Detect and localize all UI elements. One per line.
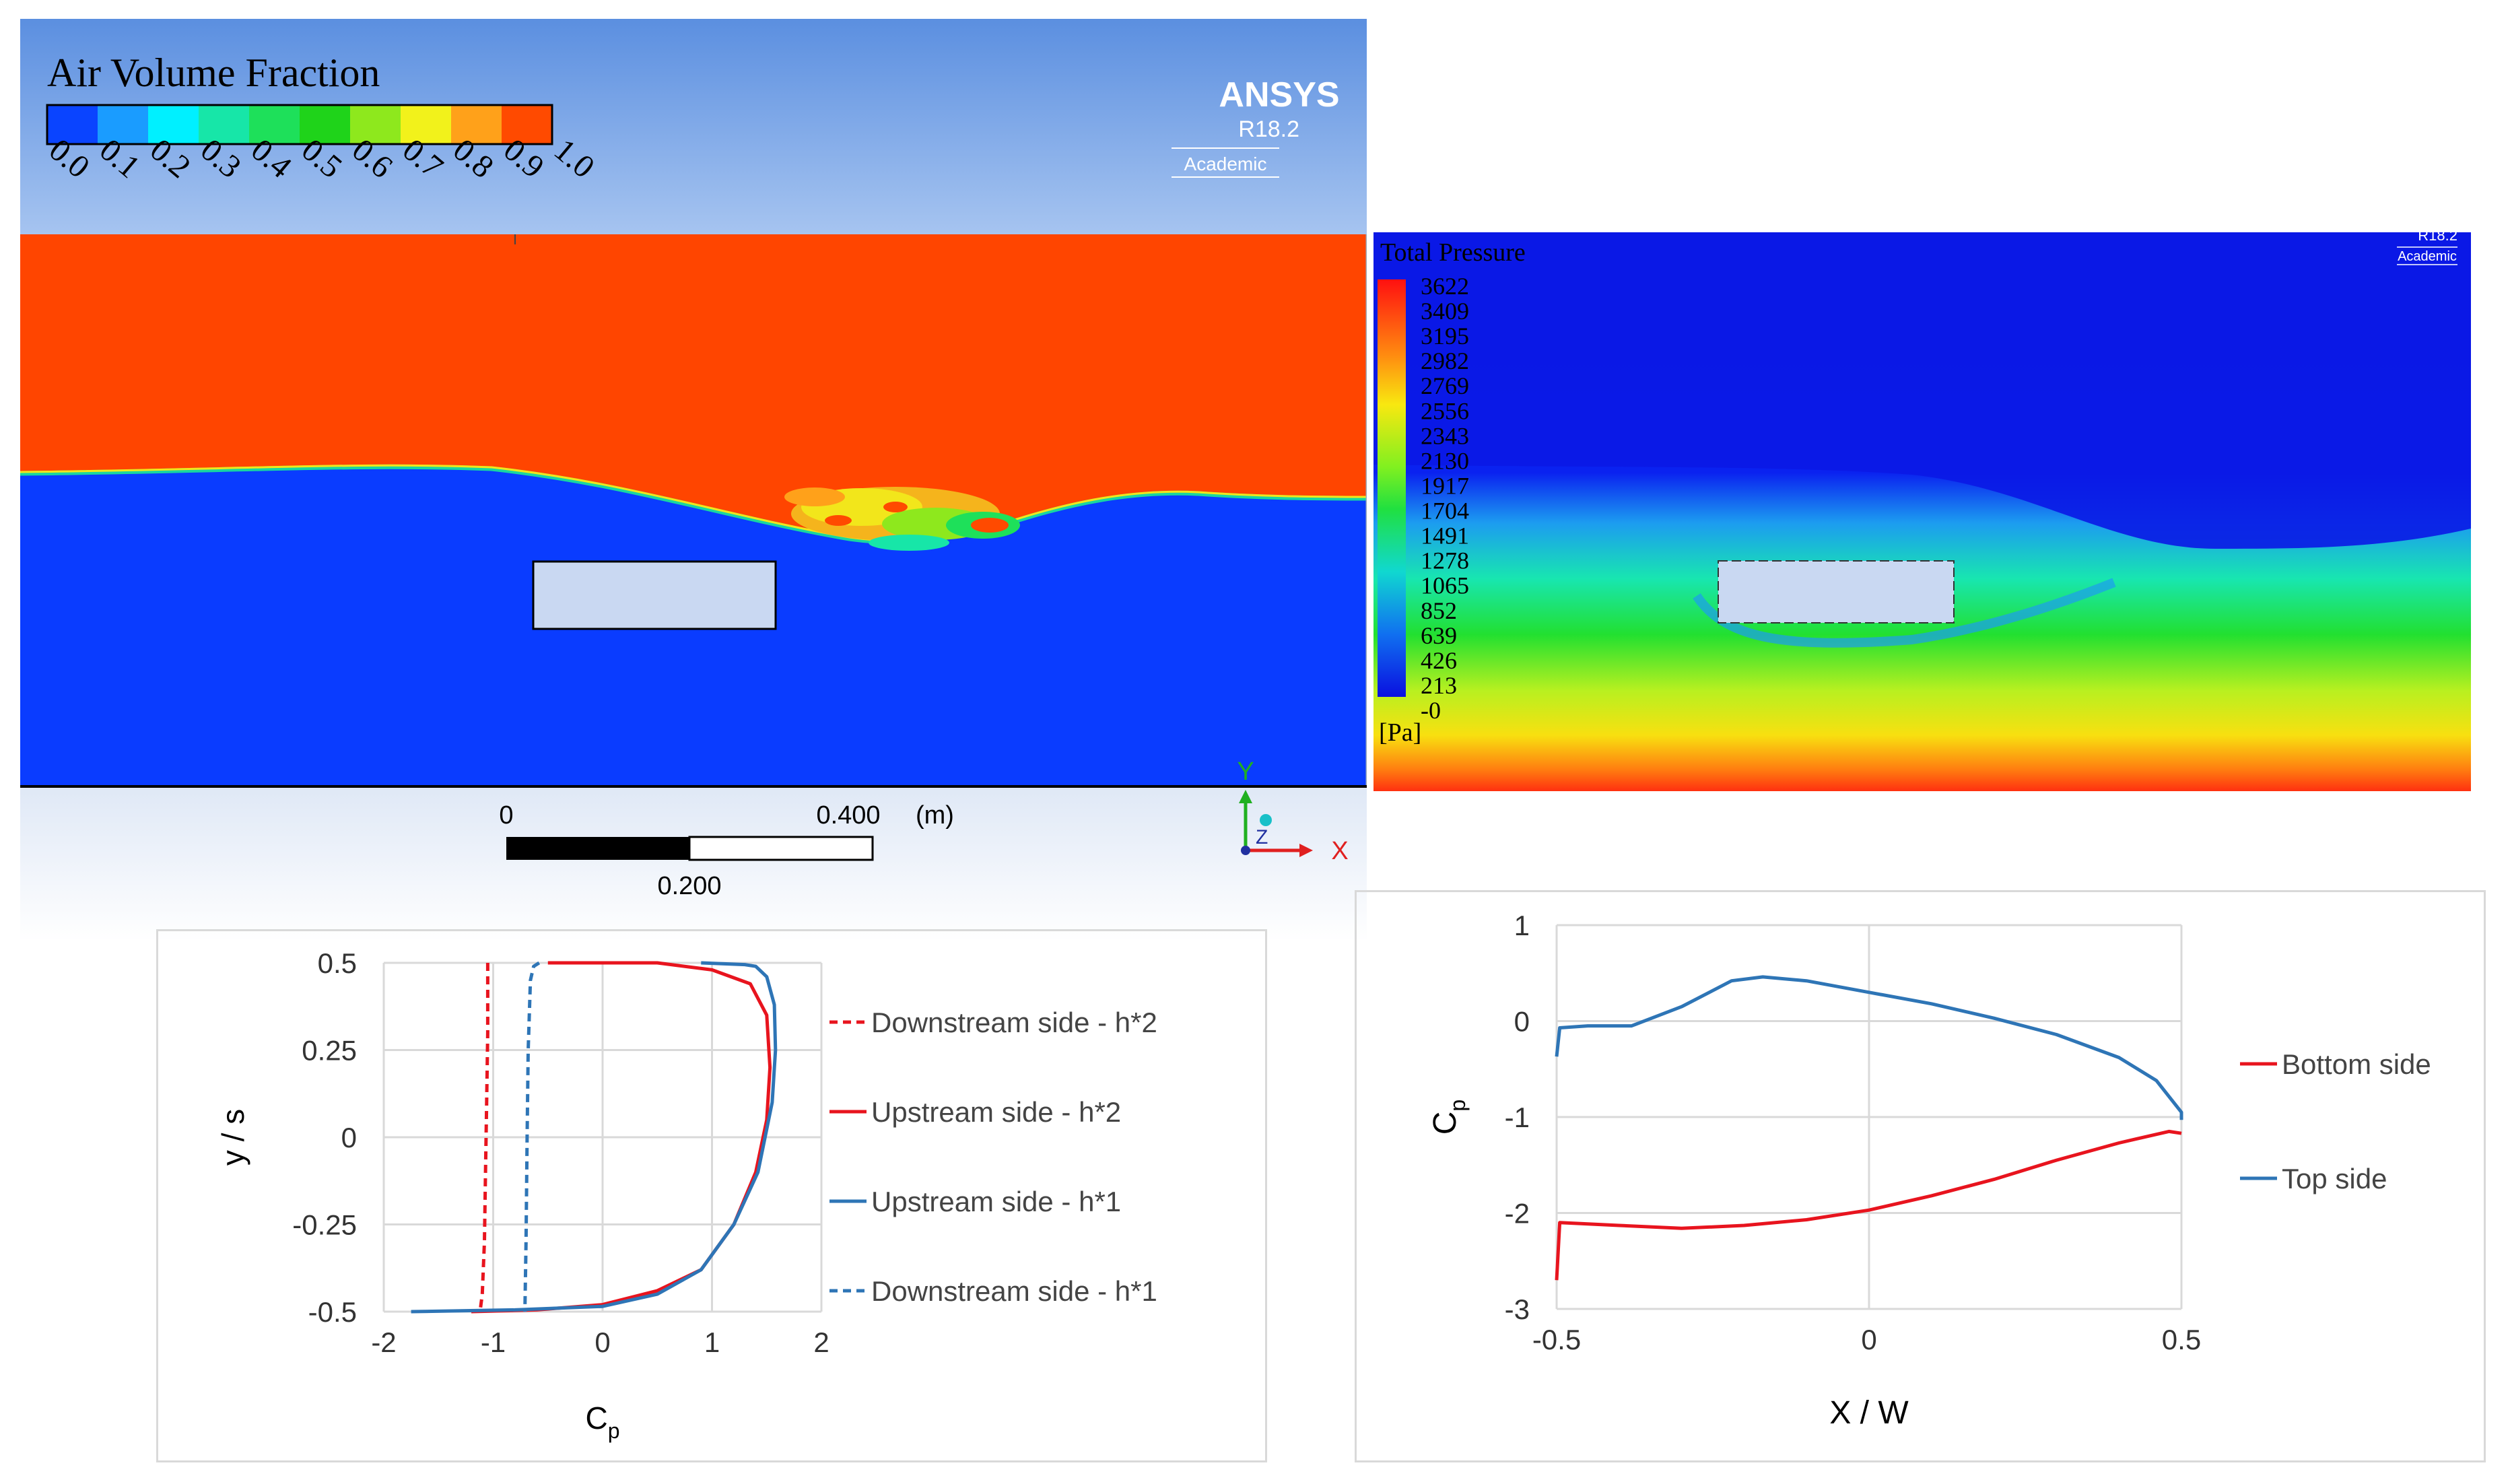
axis-x-label: X (1331, 837, 1348, 865)
pressure-contour-panel: Total Pressure 3622 3409 3195 2982 2769 2556 2… (1373, 227, 2471, 791)
x-tick-label: 0 (595, 1326, 610, 1358)
series-line-2 (1555, 975, 2183, 1120)
x-tick-label: -1 (481, 1326, 506, 1358)
pressure-legend-tick: 639 (1421, 622, 1457, 649)
vof-legend-swatch (47, 105, 98, 144)
pressure-legend-tick: 1491 (1421, 522, 1469, 549)
pressure-legend-tick: 2343 (1421, 422, 1469, 449)
scale-start-label: 0 (499, 801, 513, 830)
pressure-legend-tick: 3195 (1421, 323, 1469, 349)
pressure-legend-tick: 852 (1421, 597, 1457, 624)
pressure-logo-edition: Academic (2398, 249, 2457, 264)
chart-right-legend: Bottom side Top side (2240, 1048, 2431, 1194)
vof-legend-swatch (451, 105, 502, 144)
legend-label: Downstream side - h*2 (871, 1007, 1157, 1038)
axis-z-label: Z (1256, 826, 1268, 848)
ansys-edition-text: Academic (1184, 154, 1267, 174)
x-tick-label: -0.5 (1532, 1324, 1581, 1355)
cp-vertical-chart: -2 -1 0 1 2 0.5 0.25 0 -0.25 -0.5 Cp y / s Downst… (215, 947, 1157, 1443)
series-line-2 (471, 961, 772, 1314)
legend-label: Top side (2282, 1163, 2387, 1194)
axis-triad: Y X Z (1237, 757, 1348, 865)
vof-contour-svg: Air Volume Fraction 0.00.10.20.30.40.50.… (20, 19, 1368, 941)
x-tick-label: 1 (704, 1326, 720, 1358)
pressure-low-region (1373, 232, 2471, 549)
vof-legend-swatch (502, 105, 552, 144)
scale-unit-label: (m) (916, 801, 954, 830)
pressure-legend-tick: 426 (1421, 647, 1457, 674)
scale-end-label: 0.400 (816, 801, 880, 830)
pressure-legend-tick: 2130 (1421, 447, 1469, 474)
ansys-logo-text: ANSYS (1219, 75, 1339, 114)
rectangular-body-pressure (1718, 560, 1955, 623)
axis-y-label: Y (1237, 757, 1254, 786)
scale-bar-white (688, 836, 874, 861)
series-line-3 (411, 961, 778, 1314)
y-tick-label: 1 (1514, 910, 1530, 941)
chart-left-xlabel: Cp (585, 1401, 619, 1443)
pressure-contour-svg: Total Pressure 3622340931952982276925562… (1373, 227, 2471, 791)
vof-legend-swatch (98, 105, 148, 144)
cp-horizontal-chart: -0.5 0 0.5 1 0 -1 -2 -3 X / W Cp Bottom side Top… (1427, 910, 2431, 1431)
vof-legend-swatch (401, 105, 451, 144)
vof-legend-swatch (249, 105, 300, 144)
vof-footer-background (20, 786, 1367, 941)
series-line-1 (478, 963, 489, 1312)
scale-mid-label: 0.200 (657, 872, 721, 900)
vof-contour-panel: Air Volume Fraction 0.0 0.1 0.2 0.3 0.4 0.5 0.… (20, 19, 1368, 941)
free-surface-interface (20, 464, 1367, 545)
pressure-legend-title: Total Pressure (1380, 238, 1526, 267)
legend-label: Bottom side (2282, 1048, 2431, 1080)
x-tick-label: -2 (371, 1326, 396, 1358)
y-tick-label: -0.5 (308, 1296, 357, 1328)
scale-bar-black (506, 837, 689, 860)
ansys-version-text: R18.2 (1238, 116, 1299, 142)
y-tick-label: 0 (341, 1122, 357, 1153)
pressure-legend-tick: 2982 (1421, 347, 1469, 374)
legend-label: Upstream side - h*2 (871, 1096, 1121, 1128)
vof-legend-swatch (199, 105, 249, 144)
pressure-logo-version: R18.2 (2418, 232, 2457, 244)
vof-legend-swatch (148, 105, 199, 144)
cp-vertical-chart-frame (156, 929, 1267, 1462)
vof-legend-title: Air Volume Fraction (47, 50, 380, 95)
legend-label: Upstream side - h*1 (871, 1186, 1121, 1217)
pressure-legend-tick: 1704 (1421, 498, 1469, 525)
x-tick-label: 0 (1861, 1324, 1876, 1355)
pressure-legend-tick: 1917 (1421, 472, 1469, 499)
pressure-legend-tick: 3409 (1421, 298, 1469, 325)
legend-label: Downstream side - h*1 (871, 1275, 1157, 1307)
chart-right-ylabel: Cp (1427, 1100, 1470, 1135)
y-tick-label: -0.25 (292, 1209, 357, 1241)
y-tick-label: 0.25 (302, 1035, 357, 1067)
x-tick-label: 2 (813, 1326, 829, 1358)
cp-horizontal-chart-frame (1355, 890, 2486, 1462)
vof-legend-colorbar (46, 104, 553, 145)
breaking-wave-mixing-zone (784, 487, 1020, 551)
vof-legend-swatch (350, 105, 401, 144)
pressure-legend-tick: 1278 (1421, 547, 1469, 574)
y-tick-label: 0 (1514, 1006, 1530, 1038)
pressure-legend-tick: -0 (1421, 697, 1441, 724)
chart-left-ylabel: y / s (215, 1109, 250, 1166)
pressure-legend-tick: 213 (1421, 672, 1457, 699)
pressure-unit-label: [Pa] (1379, 718, 1421, 747)
y-tick-label: -3 (1505, 1293, 1530, 1325)
pressure-legend-ticks: 3622340931952982276925562343213019171704… (1421, 273, 1469, 724)
chart-right-xlabel: X / W (1829, 1395, 1909, 1431)
pressure-legend-tick: 1065 (1421, 572, 1469, 599)
y-tick-label: 0.5 (318, 947, 357, 979)
pressure-legend-colorbar (1378, 279, 1406, 697)
rectangular-body (532, 560, 777, 630)
pressure-legend-tick: 3622 (1421, 273, 1469, 300)
pressure-legend-tick: 2556 (1421, 397, 1469, 424)
x-tick-label: 0.5 (2162, 1324, 2201, 1355)
y-tick-label: -2 (1505, 1198, 1530, 1229)
chart-left-legend: Downstream side - h*2 Upstream side - h*2… (829, 1007, 1157, 1307)
series-line-4 (523, 961, 541, 1312)
pressure-legend-tick: 2769 (1421, 372, 1469, 399)
y-tick-label: -1 (1505, 1102, 1530, 1133)
vof-legend-swatch (300, 105, 350, 144)
series-line-1 (1555, 1129, 2182, 1281)
